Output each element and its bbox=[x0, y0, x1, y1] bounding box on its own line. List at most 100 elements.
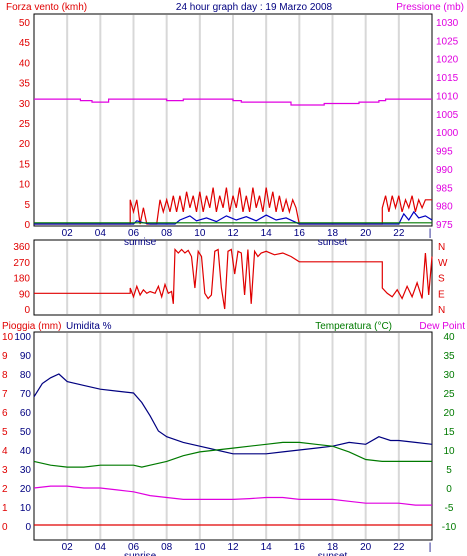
rain-tick-label: 6 bbox=[2, 408, 8, 419]
compass-tick-label: W bbox=[438, 258, 448, 269]
sunset-label: sunset bbox=[318, 551, 348, 556]
x-tick-label: 18 bbox=[327, 542, 339, 553]
series-temp bbox=[33, 441, 432, 468]
x-tick-label: 10 bbox=[194, 228, 206, 239]
x-tick-label: 20 bbox=[360, 228, 372, 239]
x-tick-label: 22 bbox=[393, 228, 405, 239]
x-tick-label: 22 bbox=[393, 542, 405, 553]
pressure-tick-label: 990 bbox=[436, 165, 453, 176]
x-tick-label: 04 bbox=[95, 228, 107, 239]
compass-tick-label: E bbox=[438, 289, 445, 300]
rain-tick-label: 9 bbox=[2, 351, 8, 362]
sunrise-label: sunrise bbox=[124, 551, 157, 556]
temperature-axis-title: Temperatura (°C) bbox=[315, 321, 392, 332]
rain-tick-label: 5 bbox=[2, 427, 8, 438]
humidity-tick-label: 0 bbox=[25, 522, 31, 533]
pressure-tick-label: 1000 bbox=[436, 128, 459, 139]
rain-tick-label: 3 bbox=[2, 465, 8, 476]
wind-tick-label: 10 bbox=[19, 180, 31, 191]
wind-tick-label: 35 bbox=[19, 79, 31, 90]
temperature-tick-label: 5 bbox=[446, 465, 452, 476]
rain-tick-label: 8 bbox=[2, 370, 8, 381]
grid-lines bbox=[66, 15, 400, 539]
compass-tick-label: N bbox=[438, 242, 445, 253]
sunset-label: sunset bbox=[318, 237, 348, 248]
x-tick-end-marker: | bbox=[429, 228, 432, 239]
x-tick-label: 14 bbox=[261, 228, 273, 239]
rain-axis-title: Pioggia (mm) bbox=[2, 321, 61, 332]
pressure-tick-label: 995 bbox=[436, 147, 453, 158]
humidity-tick-label: 60 bbox=[20, 408, 32, 419]
x-tick-label: 12 bbox=[227, 228, 239, 239]
sunrise-label: sunrise bbox=[124, 237, 157, 248]
pressure-tick-label: 1020 bbox=[436, 55, 459, 66]
temperature-tick-label: -5 bbox=[445, 503, 454, 514]
pressure-tick-label: 1025 bbox=[436, 36, 459, 47]
temperature-tick-label: 15 bbox=[443, 427, 455, 438]
temperature-tick-label: 40 bbox=[443, 332, 455, 343]
compass-tick-label: N bbox=[438, 305, 445, 316]
temperature-tick-label: 30 bbox=[443, 370, 455, 381]
humidity-tick-label: 30 bbox=[20, 465, 32, 476]
x-tick-label: 08 bbox=[161, 542, 173, 553]
direction-tick-label: 270 bbox=[13, 258, 30, 269]
humidity-tick-label: 90 bbox=[20, 351, 32, 362]
humidity-tick-label: 50 bbox=[20, 427, 32, 438]
series-pressure bbox=[34, 98, 432, 106]
x-tick-label: 06 bbox=[128, 542, 140, 553]
pressure-axis-title: Pressione (mb) bbox=[396, 2, 464, 13]
chart-title: 24 hour graph day : 19 Marzo 2008 bbox=[176, 2, 333, 13]
wind-tick-label: 25 bbox=[19, 119, 31, 130]
temperature-tick-label: -10 bbox=[442, 522, 457, 533]
series-wind-direction bbox=[34, 248, 433, 310]
direction-tick-label: 90 bbox=[19, 289, 31, 300]
rain-tick-label: 4 bbox=[2, 446, 8, 457]
x-tick-label: 12 bbox=[227, 542, 239, 553]
x-tick-label: 04 bbox=[95, 542, 107, 553]
series-wind-avg bbox=[34, 210, 433, 225]
x-tick-label: 18 bbox=[327, 228, 339, 239]
series-dew bbox=[33, 485, 432, 506]
series-wind bbox=[34, 187, 432, 225]
wind-tick-label: 45 bbox=[19, 38, 31, 49]
humidity-axis-title: Umidita % bbox=[66, 321, 112, 332]
x-tick-label: 20 bbox=[360, 542, 372, 553]
pressure-tick-label: 975 bbox=[436, 220, 453, 231]
pressure-tick-label: 985 bbox=[436, 183, 453, 194]
x-tick-label: 16 bbox=[294, 542, 306, 553]
wind-tick-label: 50 bbox=[19, 18, 31, 29]
pressure-tick-label: 1015 bbox=[436, 73, 459, 84]
wind-speed-axis-title: Forza vento (kmh) bbox=[6, 2, 87, 13]
wind-tick-label: 30 bbox=[19, 99, 31, 110]
humidity-tick-label: 20 bbox=[20, 484, 32, 495]
x-tick-label: 06 bbox=[128, 228, 140, 239]
x-tick-end-marker: | bbox=[429, 542, 432, 553]
compass-tick-label: S bbox=[438, 274, 445, 285]
direction-tick-label: 180 bbox=[13, 274, 30, 285]
series-humidity bbox=[33, 373, 433, 455]
x-tick-label: 02 bbox=[62, 228, 74, 239]
rain-tick-label: 1 bbox=[2, 503, 8, 514]
humidity-tick-label: 80 bbox=[20, 370, 32, 381]
humidity-tick-label: 40 bbox=[20, 446, 32, 457]
dew-point-axis-title: Dew Point bbox=[419, 321, 465, 332]
x-tick-label: 08 bbox=[161, 228, 173, 239]
pressure-tick-label: 980 bbox=[436, 202, 453, 213]
humidity-tick-label: 70 bbox=[20, 389, 32, 400]
pressure-tick-label: 1010 bbox=[436, 91, 459, 102]
data-series bbox=[33, 98, 433, 526]
x-tick-label: 02 bbox=[62, 542, 74, 553]
humidity-tick-label: 10 bbox=[20, 503, 32, 514]
direction-tick-label: 360 bbox=[13, 242, 30, 253]
temperature-tick-label: 20 bbox=[443, 408, 455, 419]
temperature-tick-label: 10 bbox=[443, 446, 455, 457]
x-tick-label: 14 bbox=[261, 542, 273, 553]
wind-tick-label: 0 bbox=[24, 220, 30, 231]
direction-tick-label: 0 bbox=[24, 305, 30, 316]
pressure-tick-label: 1005 bbox=[436, 110, 459, 121]
rain-tick-label: 2 bbox=[2, 484, 8, 495]
wind-tick-label: 40 bbox=[19, 58, 31, 69]
wind-tick-label: 15 bbox=[19, 159, 31, 170]
